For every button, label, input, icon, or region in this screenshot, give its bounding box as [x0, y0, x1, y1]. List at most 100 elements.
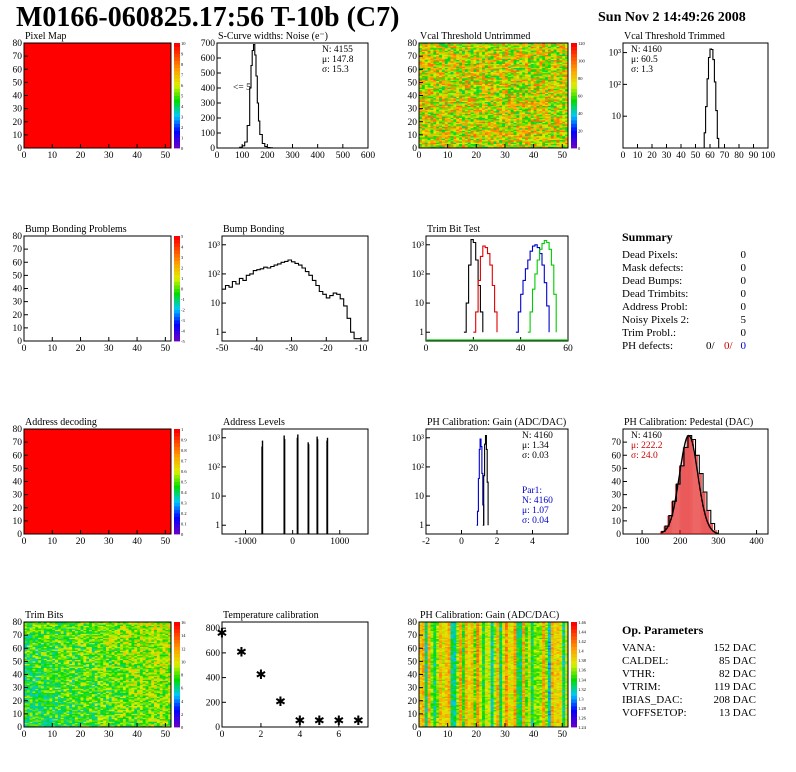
x-tick-label: 50: [161, 151, 171, 161]
heatmap-cell: [539, 54, 543, 57]
heatmap-cell: [562, 48, 566, 50]
colorbar-segment: [174, 292, 180, 296]
heatmap-cell: [441, 44, 446, 46]
heatmap-cell: [433, 62, 437, 65]
heatmap-cell: [482, 48, 486, 50]
heatmap-cell: [513, 52, 517, 54]
heatmap-cell: [461, 49, 466, 52]
heatmap-cell: [499, 56, 503, 58]
heatmap-cell: [456, 74, 460, 77]
heatmap-cell: [539, 67, 543, 70]
heatmap-cell: [461, 64, 466, 66]
heatmap-cell: [441, 45, 446, 48]
heatmap-cell: [539, 71, 543, 74]
heatmap-cell: [456, 43, 460, 45]
heatmap-cell: [519, 60, 523, 62]
heatmap-cell: [439, 60, 443, 62]
heatmap-cell: [427, 50, 431, 53]
heatmap-cell: [459, 81, 463, 83]
heatmap-cell: [519, 50, 523, 53]
heatmap-cell: [556, 49, 560, 52]
x-tick-label: 300: [285, 151, 300, 161]
colorbar-tick-label: 2: [181, 266, 183, 271]
heatmap-cell: [436, 75, 440, 78]
heatmap-cell: [421, 52, 426, 54]
heatmap-cell: [470, 73, 474, 75]
heatmap-cell: [510, 86, 514, 88]
heatmap-cell: [525, 82, 529, 84]
heatmap-cell: [419, 79, 423, 82]
heatmap-cell: [430, 64, 434, 66]
heatmap-cell: [430, 81, 434, 83]
heatmap-cell: [504, 75, 509, 78]
heatmap-cell: [479, 46, 483, 49]
heatmap-cell: [530, 66, 534, 69]
heatmap-cell: [519, 67, 523, 70]
x-tick-label: 0: [22, 537, 27, 547]
heatmap-cell: [499, 86, 503, 88]
heatmap-cell: [470, 57, 474, 60]
colorbar-segment: [174, 137, 180, 142]
heatmap-cell: [504, 52, 509, 54]
heatmap-cell: [436, 44, 440, 46]
heatmap-cell: [476, 56, 480, 58]
heatmap-cell: [545, 60, 549, 62]
colorbar-segment: [571, 50, 577, 54]
heatmap-cell: [502, 46, 506, 49]
heatmap-cell: [499, 54, 503, 57]
heatmap-cell: [444, 50, 448, 53]
heatmap-cell: [519, 81, 523, 83]
heatmap-cell: [553, 67, 557, 70]
heatmap-cell: [493, 52, 497, 54]
heatmap-cell: [513, 60, 517, 62]
heatmap-cell: [441, 70, 446, 73]
heatmap-cell: [496, 62, 500, 65]
heatmap-cell: [493, 81, 497, 83]
heatmap-cell: [565, 45, 569, 48]
heatmap-cell: [482, 53, 486, 56]
heatmap-cell: [450, 73, 454, 75]
heatmap-cell: [516, 65, 520, 67]
colorbar-segment: [174, 43, 180, 47]
heatmap-cell: [519, 58, 523, 61]
heatmap-cell: [447, 67, 451, 70]
heatmap-cell: [470, 62, 474, 65]
heatmap-cell: [450, 81, 454, 83]
heatmap-cell: [510, 61, 514, 63]
heatmap-cell: [461, 85, 466, 87]
x-tick-label: 20: [647, 151, 657, 161]
fit-mean: μ: 1.07: [522, 506, 549, 516]
heatmap-cell: [513, 50, 517, 53]
stat-N: N: 4155: [322, 45, 353, 55]
heatmap-cell: [502, 69, 506, 71]
heatmap-cell: [539, 83, 543, 86]
heatmap-cell: [525, 74, 529, 77]
heatmap-cell: [545, 52, 549, 54]
heatmap-cell: [433, 74, 437, 77]
heatmap-cell: [510, 60, 514, 62]
colorbar-segment: [174, 474, 180, 479]
heatmap-cell: [565, 67, 569, 70]
heatmap-cell: [527, 70, 532, 73]
heatmap-cell: [565, 64, 569, 66]
heatmap-cell: [562, 53, 566, 56]
heatmap-cell: [545, 56, 549, 58]
heatmap-cell: [490, 74, 494, 77]
heatmap-cell: [487, 66, 491, 69]
colorbar-segment: [571, 64, 577, 68]
heatmap-cell: [473, 82, 477, 84]
x-tick-label: -20: [320, 344, 333, 354]
heatmap-cell: [490, 79, 494, 82]
heatmap-cell: [499, 45, 503, 48]
fit-label: Par1:: [522, 486, 542, 496]
heatmap-cell: [522, 49, 526, 52]
heatmap-cell: [467, 44, 471, 46]
heatmap-cell: [559, 75, 563, 78]
colorbar-tick-label: 0.2: [181, 511, 187, 516]
x-tick-label: 40: [132, 344, 142, 354]
heatmap-cell: [536, 45, 540, 48]
heatmap-cell: [562, 65, 566, 67]
chart-title: Bump Bonding Problems: [25, 224, 127, 235]
heatmap-cell: [525, 61, 529, 63]
heatmap-cell: [461, 43, 466, 45]
